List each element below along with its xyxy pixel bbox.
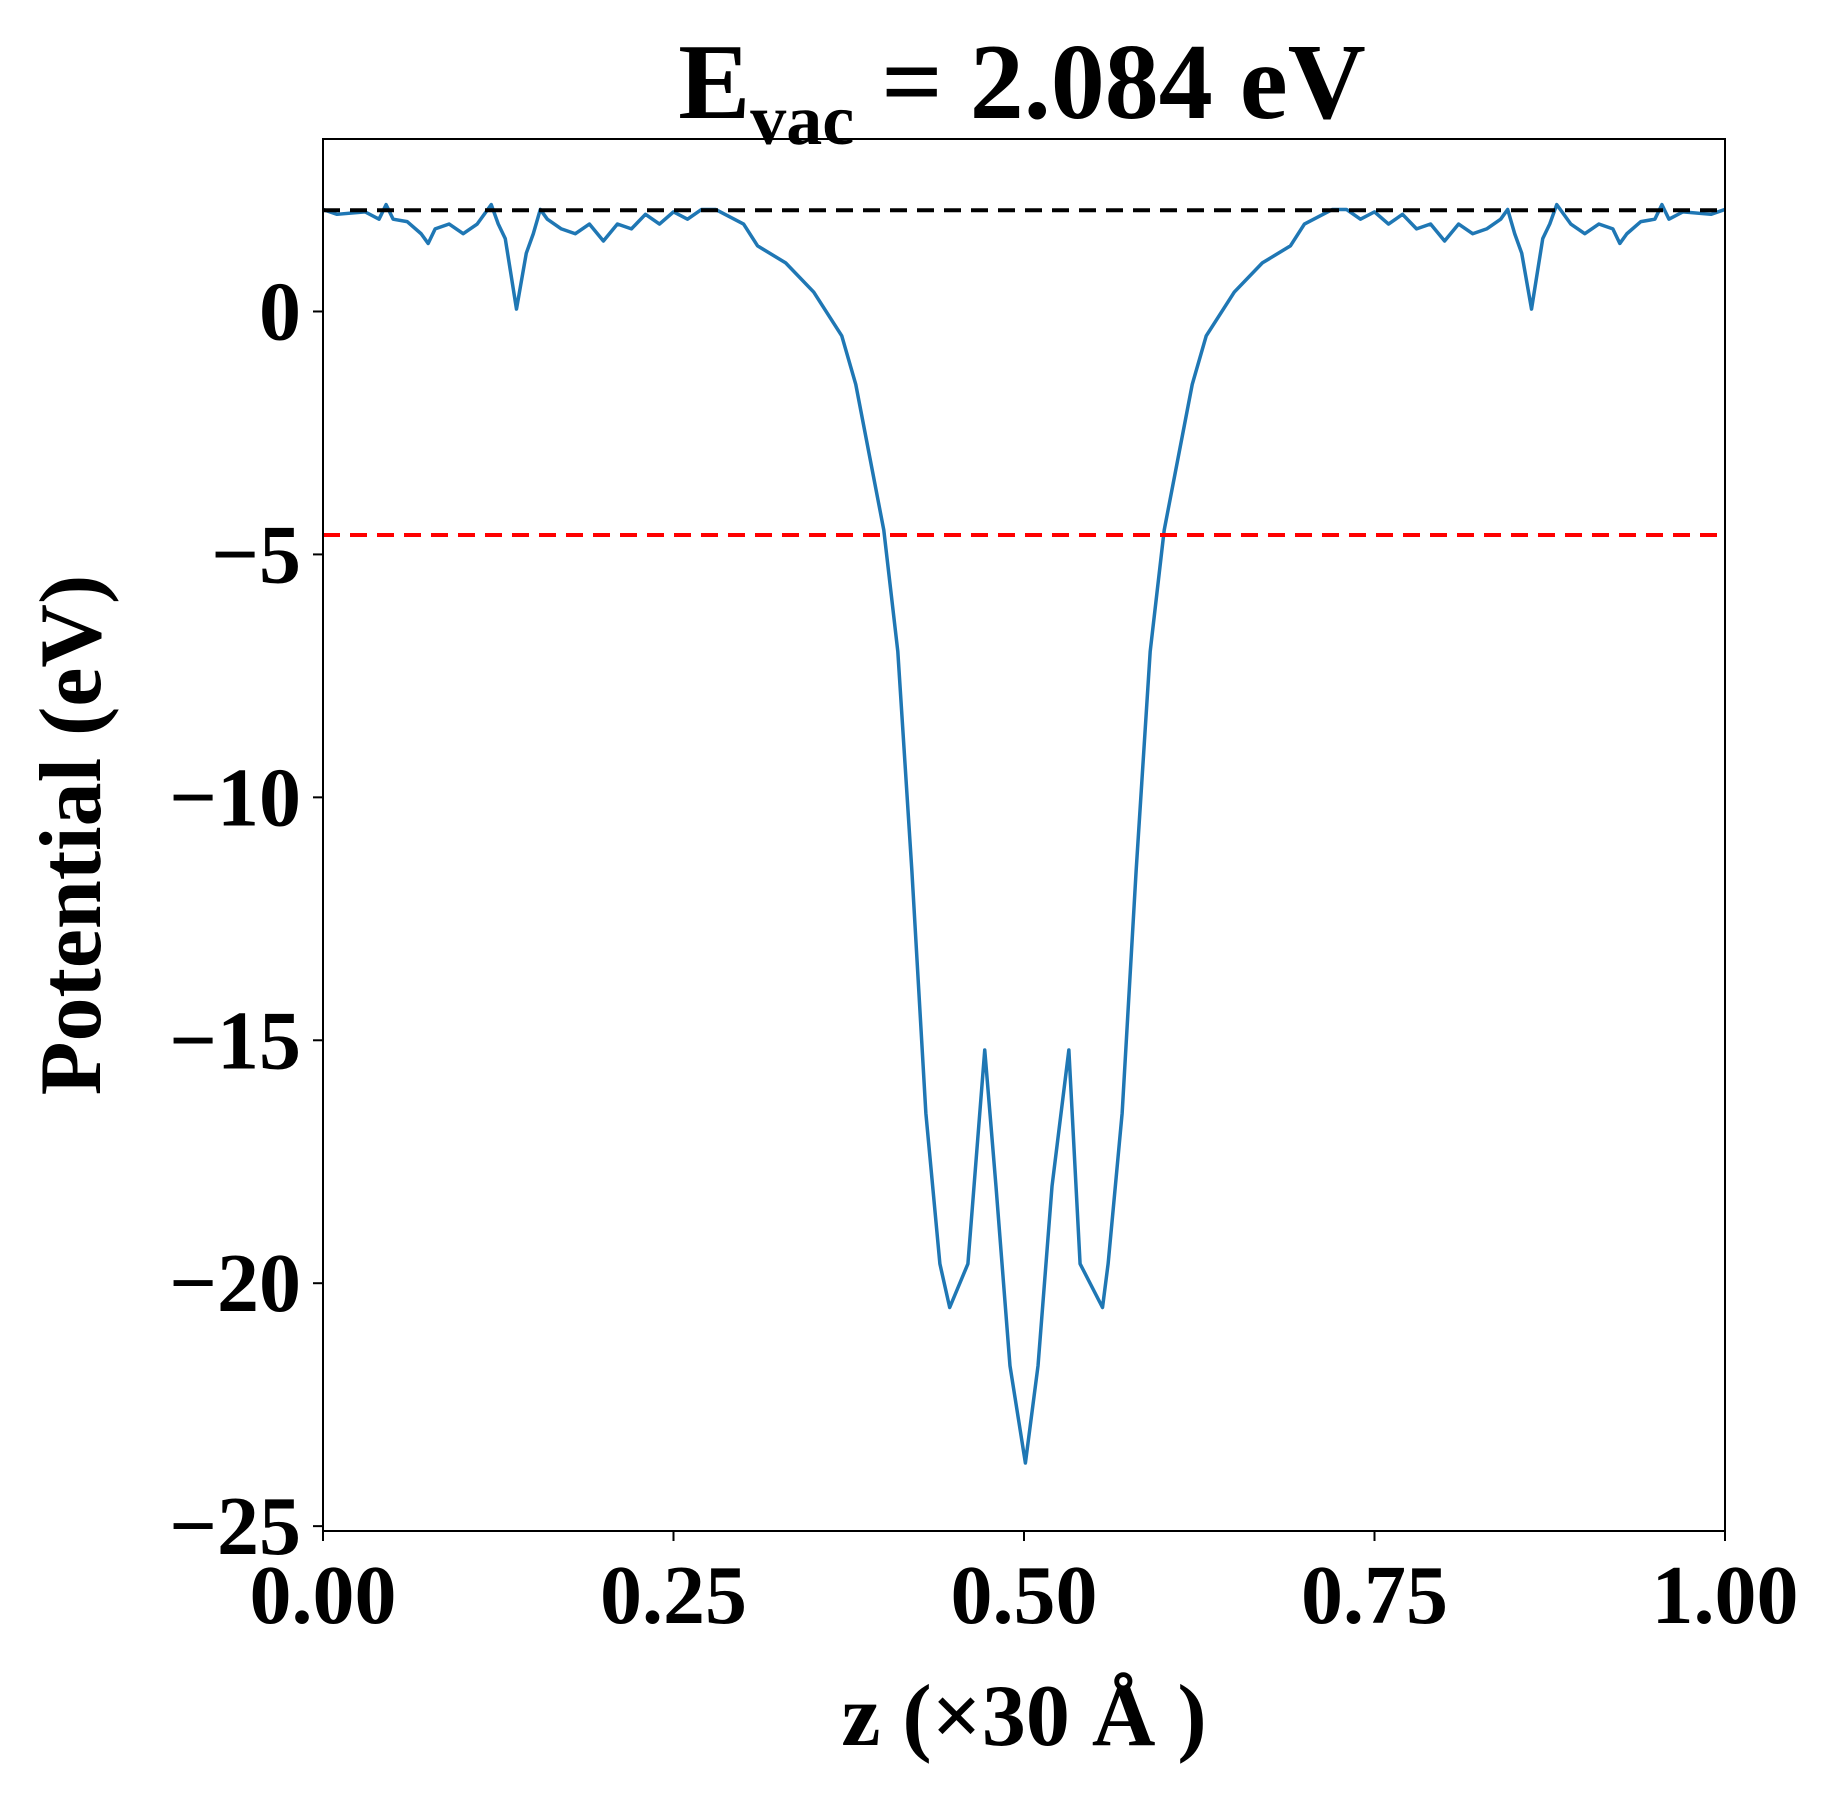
y-tick-label: 0 — [259, 265, 301, 358]
x-tick-label: 0.50 — [951, 1549, 1098, 1642]
data-line — [322, 202, 1726, 1465]
y-tick-label: −10 — [169, 751, 301, 844]
y-axis-label: Potential (eV) — [23, 575, 120, 1095]
x-tick-label: 0.00 — [250, 1549, 397, 1642]
y-tick-label: −5 — [211, 508, 301, 601]
x-axis-label: z (×30 Å ) — [841, 1668, 1206, 1765]
x-tick-label: 1.00 — [1652, 1549, 1799, 1642]
y-tick-label: −20 — [169, 1237, 301, 1330]
y-tick-label: −15 — [169, 994, 301, 1087]
plot-frame — [322, 138, 1726, 1532]
x-tick-label: 0.25 — [600, 1549, 747, 1642]
title-rest: = 2.084 eV — [854, 23, 1365, 142]
title-main: E — [678, 23, 750, 142]
title-subscript: vac — [750, 80, 854, 160]
chart-title: Evac = 2.084 eV — [678, 23, 1366, 160]
y-tick-label: −25 — [169, 1480, 301, 1573]
x-tick-label: 0.75 — [1301, 1549, 1448, 1642]
